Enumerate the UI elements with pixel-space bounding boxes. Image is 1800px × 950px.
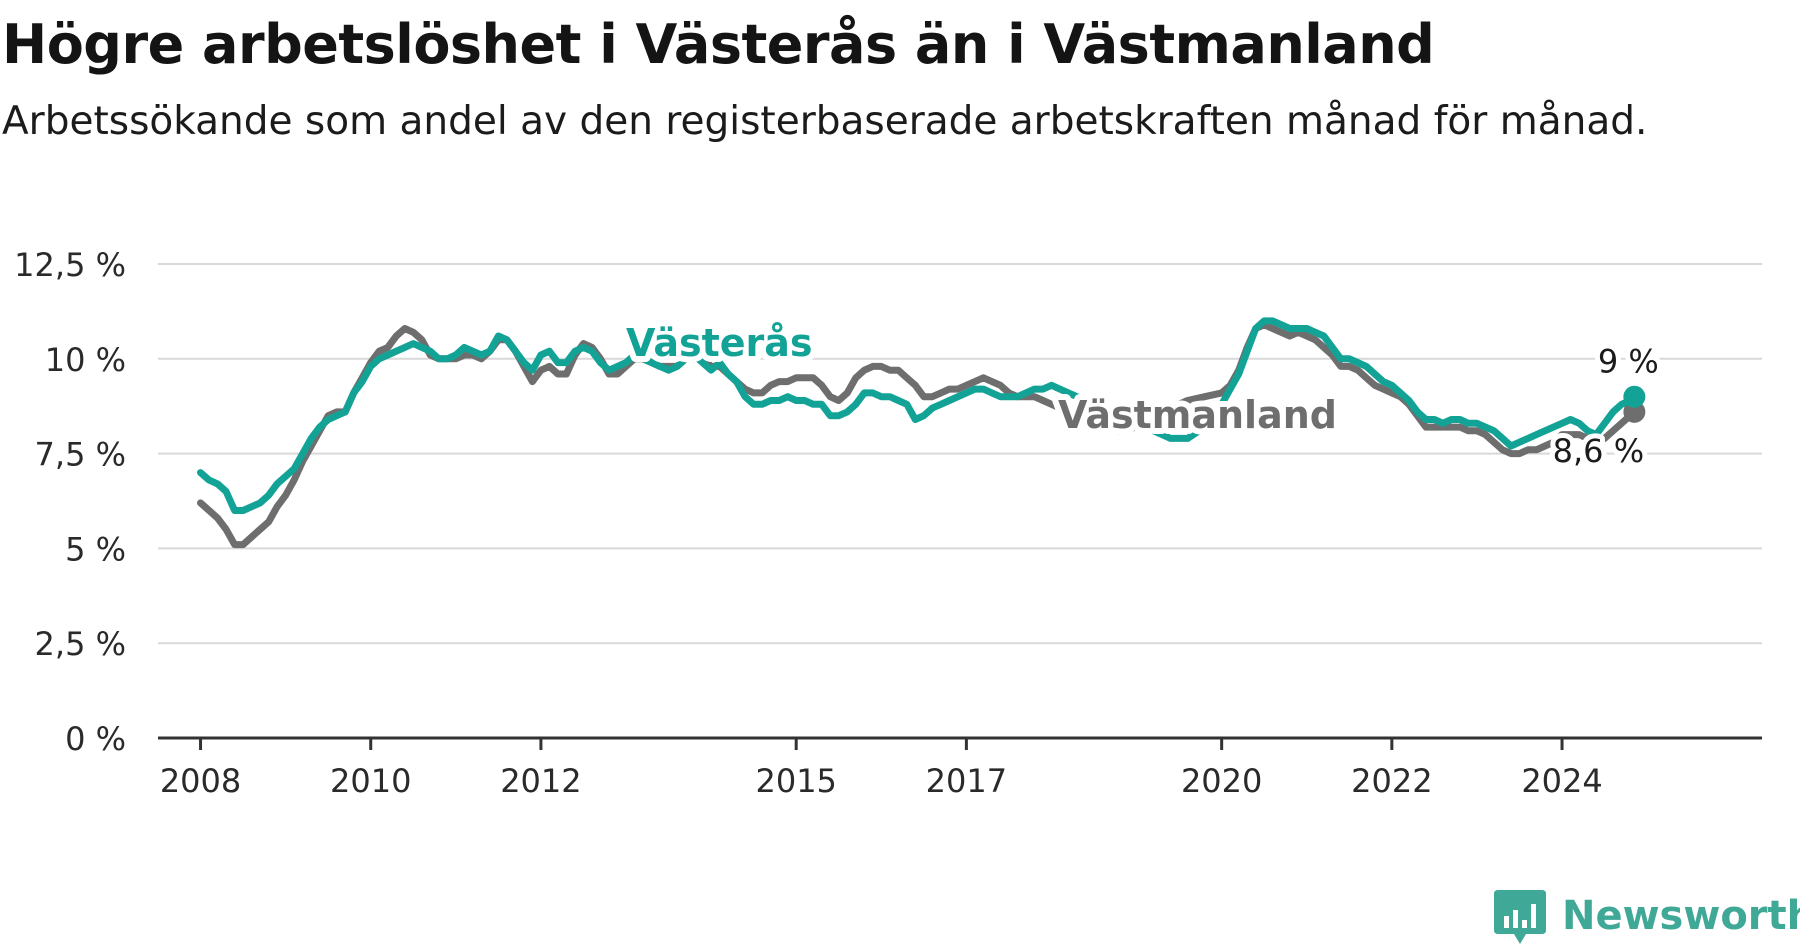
y-tick-label: 10 % <box>45 341 126 379</box>
series-label-vastmanland: Västmanland <box>1058 393 1337 437</box>
y-tick-label: 0 % <box>65 720 126 758</box>
x-axis-ticks: 2008 2010 2012 2015 2017 2020 2022 2024 <box>160 738 1603 800</box>
y-axis-ticks: 0 % 2,5 % 5 % 7,5 % 10 % 12,5 % <box>14 246 126 758</box>
y-tick-label: 2,5 % <box>35 625 126 663</box>
x-tick-label: 2017 <box>926 762 1007 800</box>
series-label-vasteras: Västerås <box>626 321 813 365</box>
newsworthy-logo: Newsworthy <box>1492 888 1800 946</box>
series-line-vastmanland <box>197 321 1638 549</box>
series-lines <box>197 317 1646 549</box>
end-point-marker <box>1623 385 1646 408</box>
chart-subtitle: Arbetssökande som andel av den registerb… <box>2 99 1648 144</box>
series-line-vasteras <box>197 317 1638 514</box>
y-tick-label: 5 % <box>65 530 126 568</box>
end-value-label-vastmanland: 8,6 % <box>1553 432 1644 470</box>
x-tick-label: 2020 <box>1181 762 1262 800</box>
gridlines <box>158 263 1762 740</box>
x-tick-label: 2010 <box>330 762 411 800</box>
x-tick-label: 2024 <box>1521 762 1602 800</box>
bar-chart-icon <box>1494 890 1546 944</box>
y-tick-label: 12,5 % <box>14 246 126 284</box>
brand-name: Newsworthy <box>1562 893 1800 939</box>
x-tick-label: 2015 <box>755 762 836 800</box>
end-point-marker <box>1623 400 1646 423</box>
series-labels: Västerås Västmanland 9 % 8,6 % <box>620 315 1664 475</box>
x-tick-label: 2022 <box>1351 762 1432 800</box>
y-tick-label: 7,5 % <box>35 436 126 474</box>
x-tick-label: 2008 <box>160 762 241 800</box>
end-value-label-vasteras: 9 % <box>1598 343 1659 381</box>
x-tick-label: 2012 <box>500 762 581 800</box>
chart-title: Högre arbetslöshet i Västerås än i Västm… <box>2 13 1435 76</box>
